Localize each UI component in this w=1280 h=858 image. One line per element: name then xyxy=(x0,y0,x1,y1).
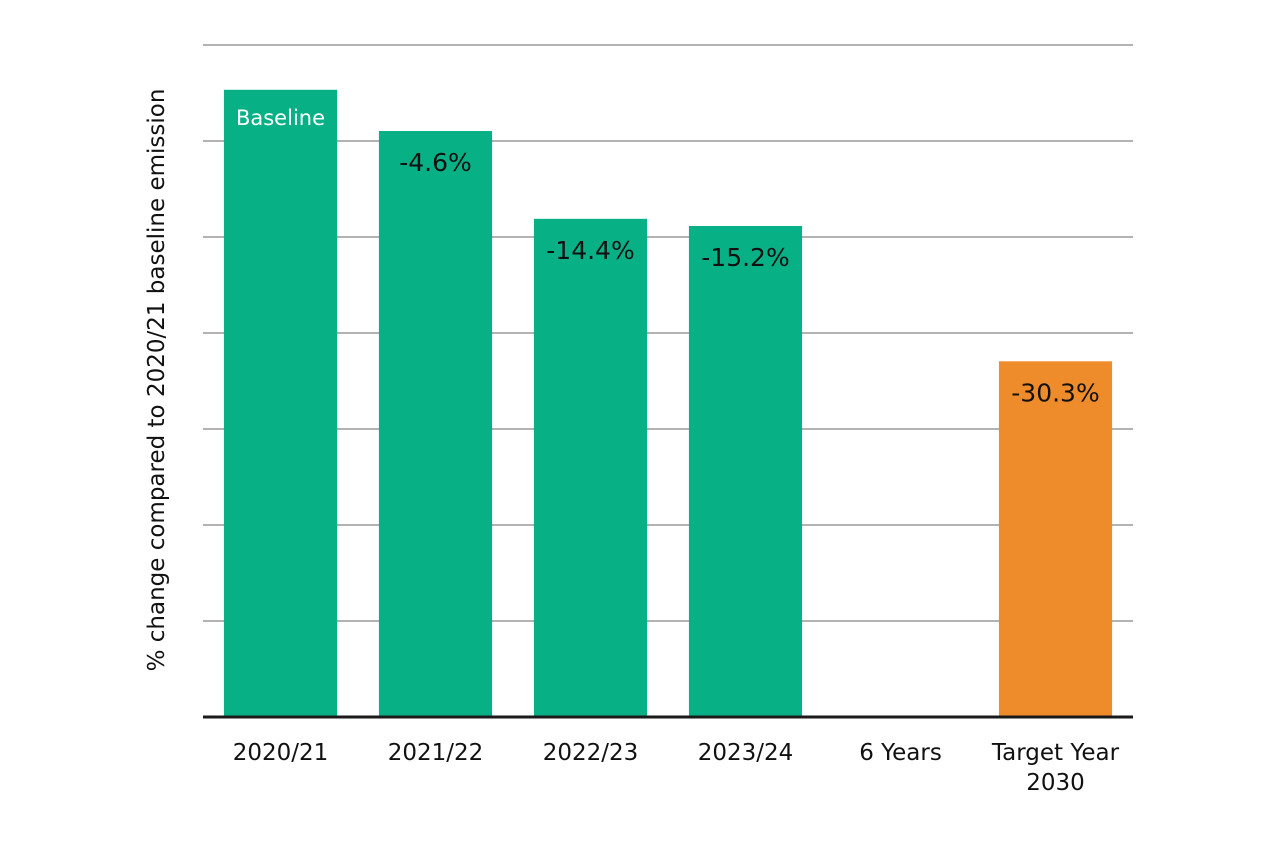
data-labels: Baseline -4.6% -14.4% -15.2% -30.3% xyxy=(236,106,1100,407)
x-tick-label: 2023/24 xyxy=(698,740,794,766)
data-label: -30.3% xyxy=(1011,378,1099,407)
data-label: Baseline xyxy=(236,106,325,130)
bar-2023-24 xyxy=(688,225,803,717)
x-tick-label: 2020/21 xyxy=(233,740,329,766)
x-tick-label: 6 Years xyxy=(859,740,942,766)
x-tick-labels: 2020/21 2021/22 2022/23 2023/24 6 Years Targe… xyxy=(203,715,1133,796)
bar-target-year-2030 xyxy=(998,361,1113,717)
bar-2021-22 xyxy=(378,131,493,718)
bars xyxy=(223,89,1113,718)
y-axis-title: % change compared to 2020/21 baseline em… xyxy=(144,89,170,672)
x-tick-label: 2022/23 xyxy=(543,740,639,766)
data-label: -14.4% xyxy=(546,236,634,265)
gridlines xyxy=(203,44,1133,622)
bar-2022-23 xyxy=(533,218,648,717)
data-label: -15.2% xyxy=(701,243,789,272)
bar-2020-21 xyxy=(223,89,338,718)
x-tick-label: Target Year 2030 xyxy=(991,740,1120,796)
x-tick-label: 2021/22 xyxy=(388,740,484,766)
data-label: -4.6% xyxy=(399,148,472,177)
